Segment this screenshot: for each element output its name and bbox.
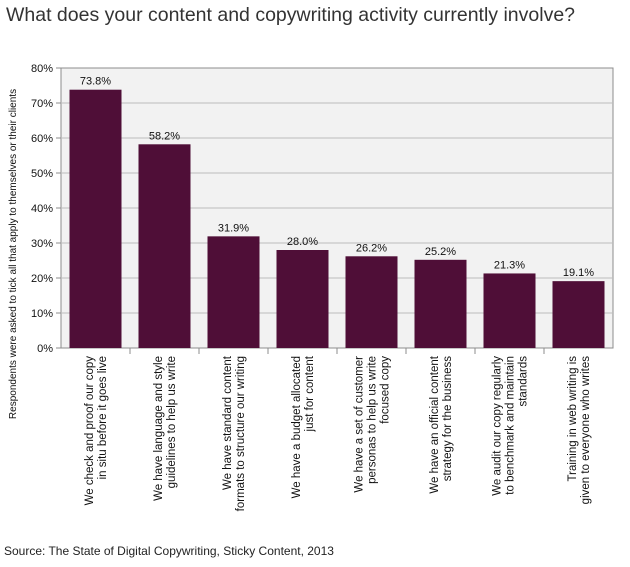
category-label-text: We have an official contentstrategy for … [429,355,454,493]
data-label: 19.1% [563,267,594,279]
category-label-line: standards [518,356,530,407]
chart-title: What does your content and copywriting a… [6,4,576,26]
data-label: 58.2% [149,130,180,142]
data-labels: 73.8% 58.2% 31.9% 28.0% 26.2% 25.2% 21.3% 19.1% [80,76,594,279]
category-labels: We check and proof our copyin situ befor… [84,355,592,511]
category-label-line: given to everyone who writes [580,356,592,505]
category-label: We have a set of customerpersonas to hel… [354,356,392,493]
bars [69,89,605,348]
category-label-text: Training in web writing isgiven to every… [567,356,592,505]
category-label-line: formats to structure our writing [235,356,247,511]
category-label-line: just for content [304,355,316,432]
y-axis-ticks: 0% 10% 20% 30% 40% 50% 60% 70% 80% [31,63,545,355]
data-label: 26.2% [356,242,387,254]
y-tick-label: 40% [31,203,53,215]
y-tick-label: 0% [37,343,53,355]
category-label-line: We have a budget allocated [291,356,303,498]
category-label: We have an official contentstrategy for … [429,355,454,493]
category-label-text: We audit our copy regularlyto benchmark … [492,356,530,496]
data-label: 73.8% [80,76,111,88]
category-label: We have language and styleguidelines to … [153,356,178,501]
bar [345,256,398,348]
category-label-line: personas to help us write [367,356,379,484]
bar [69,89,122,348]
category-label-line: We audit our copy regularly [492,356,504,496]
bar [414,259,467,348]
category-label-line: guidelines to help us write [166,356,178,488]
category-label: Training in web writing isgiven to every… [567,356,592,505]
category-label: We check and proof our copyin situ befor… [84,356,109,506]
y-tick-label: 80% [31,63,53,75]
source-note: Source: The State of Digital Copywriting… [4,544,334,558]
category-label-line: We check and proof our copy [84,356,96,506]
y-tick-label: 60% [31,133,53,145]
category-label: We audit our copy regularlyto benchmark … [492,356,530,496]
category-label-text: We have standard contentformats to struc… [222,355,247,511]
data-label: 28.0% [287,236,318,248]
category-label-line: We have language and style [153,356,165,501]
category-label: We have a budget allocatedjust for conte… [291,355,316,498]
bar [552,281,605,348]
bar [138,144,191,348]
category-label: We have standard contentformats to struc… [222,355,247,511]
bar [276,250,329,348]
category-label-text: We check and proof our copyin situ befor… [84,356,109,506]
category-label-line: We have an official content [429,355,441,493]
bar [207,236,260,348]
category-label-line: We have a set of customer [354,356,366,493]
category-label-text: We have a budget allocatedjust for conte… [291,355,316,498]
category-label-line: to benchmark and maintain [505,356,517,495]
category-label-line: We have standard content [222,355,234,490]
data-label: 31.9% [218,222,249,234]
bar [483,273,536,348]
category-label-text: We have a set of customerpersonas to hel… [354,356,392,493]
y-axis-label: Respondents were asked to tick all that … [8,89,19,419]
category-label-line: Training in web writing is [567,356,579,482]
y-tick-label: 50% [31,168,53,180]
category-label-line: strategy for the business [442,356,454,482]
category-label-line: in situ before it goes live [97,356,109,479]
y-tick-label: 20% [31,273,53,285]
y-tick-label: 70% [31,98,53,110]
data-label: 25.2% [425,246,456,258]
y-tick-label: 10% [31,308,53,320]
y-tick-label: 30% [31,238,53,250]
category-label-line: focused copy [380,356,392,424]
category-label-text: We have language and styleguidelines to … [153,356,178,501]
data-label: 21.3% [494,259,525,271]
